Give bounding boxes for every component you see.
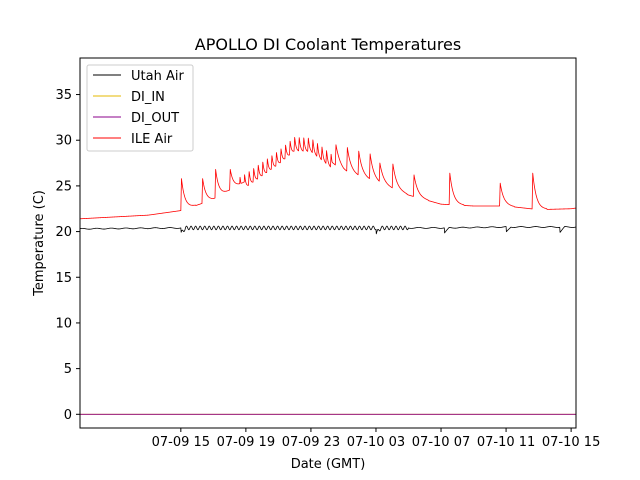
chart-title: APOLLO DI Coolant Temperatures xyxy=(195,35,461,54)
legend-label: ILE Air xyxy=(131,132,173,147)
series-line-ile-air xyxy=(80,137,576,220)
y-axis-label: Temperature (C) xyxy=(32,190,47,297)
legend: Utah Air DI_IN DI_OUT ILE Air xyxy=(86,64,194,152)
legend-box xyxy=(86,64,194,152)
legend-label: DI_OUT xyxy=(131,111,179,126)
y-tick-label: 0 xyxy=(64,408,72,423)
plot-frame xyxy=(79,57,577,429)
y-tick-label: 5 xyxy=(64,362,72,377)
legend-label: DI_IN xyxy=(131,90,165,105)
x-axis-label: Date (GMT) xyxy=(291,457,366,472)
series-line-utah-air xyxy=(80,225,576,235)
x-tick-label: 07-10 11 xyxy=(477,435,535,450)
x-axis: 07-09 15 07-09 19 07-09 23 07-10 03 07-10 07… xyxy=(152,428,600,450)
y-axis: 0 5 10 15 20 25 30 35 xyxy=(55,88,80,423)
series-layer xyxy=(80,137,576,415)
x-tick-label: 07-09 15 xyxy=(152,435,210,450)
y-tick-label: 25 xyxy=(55,179,72,194)
y-tick-label: 35 xyxy=(55,88,72,103)
y-tick-label: 30 xyxy=(55,134,72,149)
y-tick-label: 20 xyxy=(55,225,72,240)
x-tick-label: 07-09 23 xyxy=(282,435,340,450)
y-tick-label: 15 xyxy=(55,271,72,286)
x-tick-label: 07-09 19 xyxy=(217,435,275,450)
x-tick-label: 07-10 07 xyxy=(412,435,470,450)
x-tick-label: 07-10 15 xyxy=(542,435,600,450)
x-tick-label: 07-10 03 xyxy=(347,435,405,450)
legend-label: Utah Air xyxy=(131,69,184,84)
y-tick-label: 10 xyxy=(55,316,72,331)
